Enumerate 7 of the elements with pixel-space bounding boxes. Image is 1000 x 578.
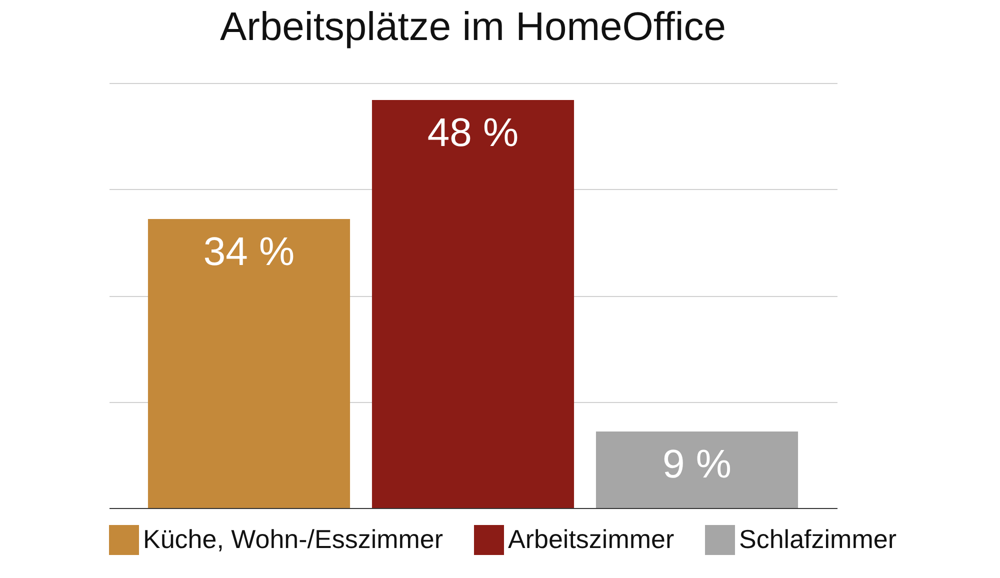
chart-title: Arbeitsplätze im HomeOffice xyxy=(220,5,726,49)
legend-label: Schlafzimmer xyxy=(739,524,897,554)
data-label: 34 % xyxy=(203,230,295,274)
legend-label: Küche, Wohn-/Esszimmer xyxy=(143,524,444,554)
legend-label: Arbeitszimmer xyxy=(508,524,674,554)
data-label: 9 % xyxy=(662,442,732,486)
data-label: 48 % xyxy=(427,111,519,155)
